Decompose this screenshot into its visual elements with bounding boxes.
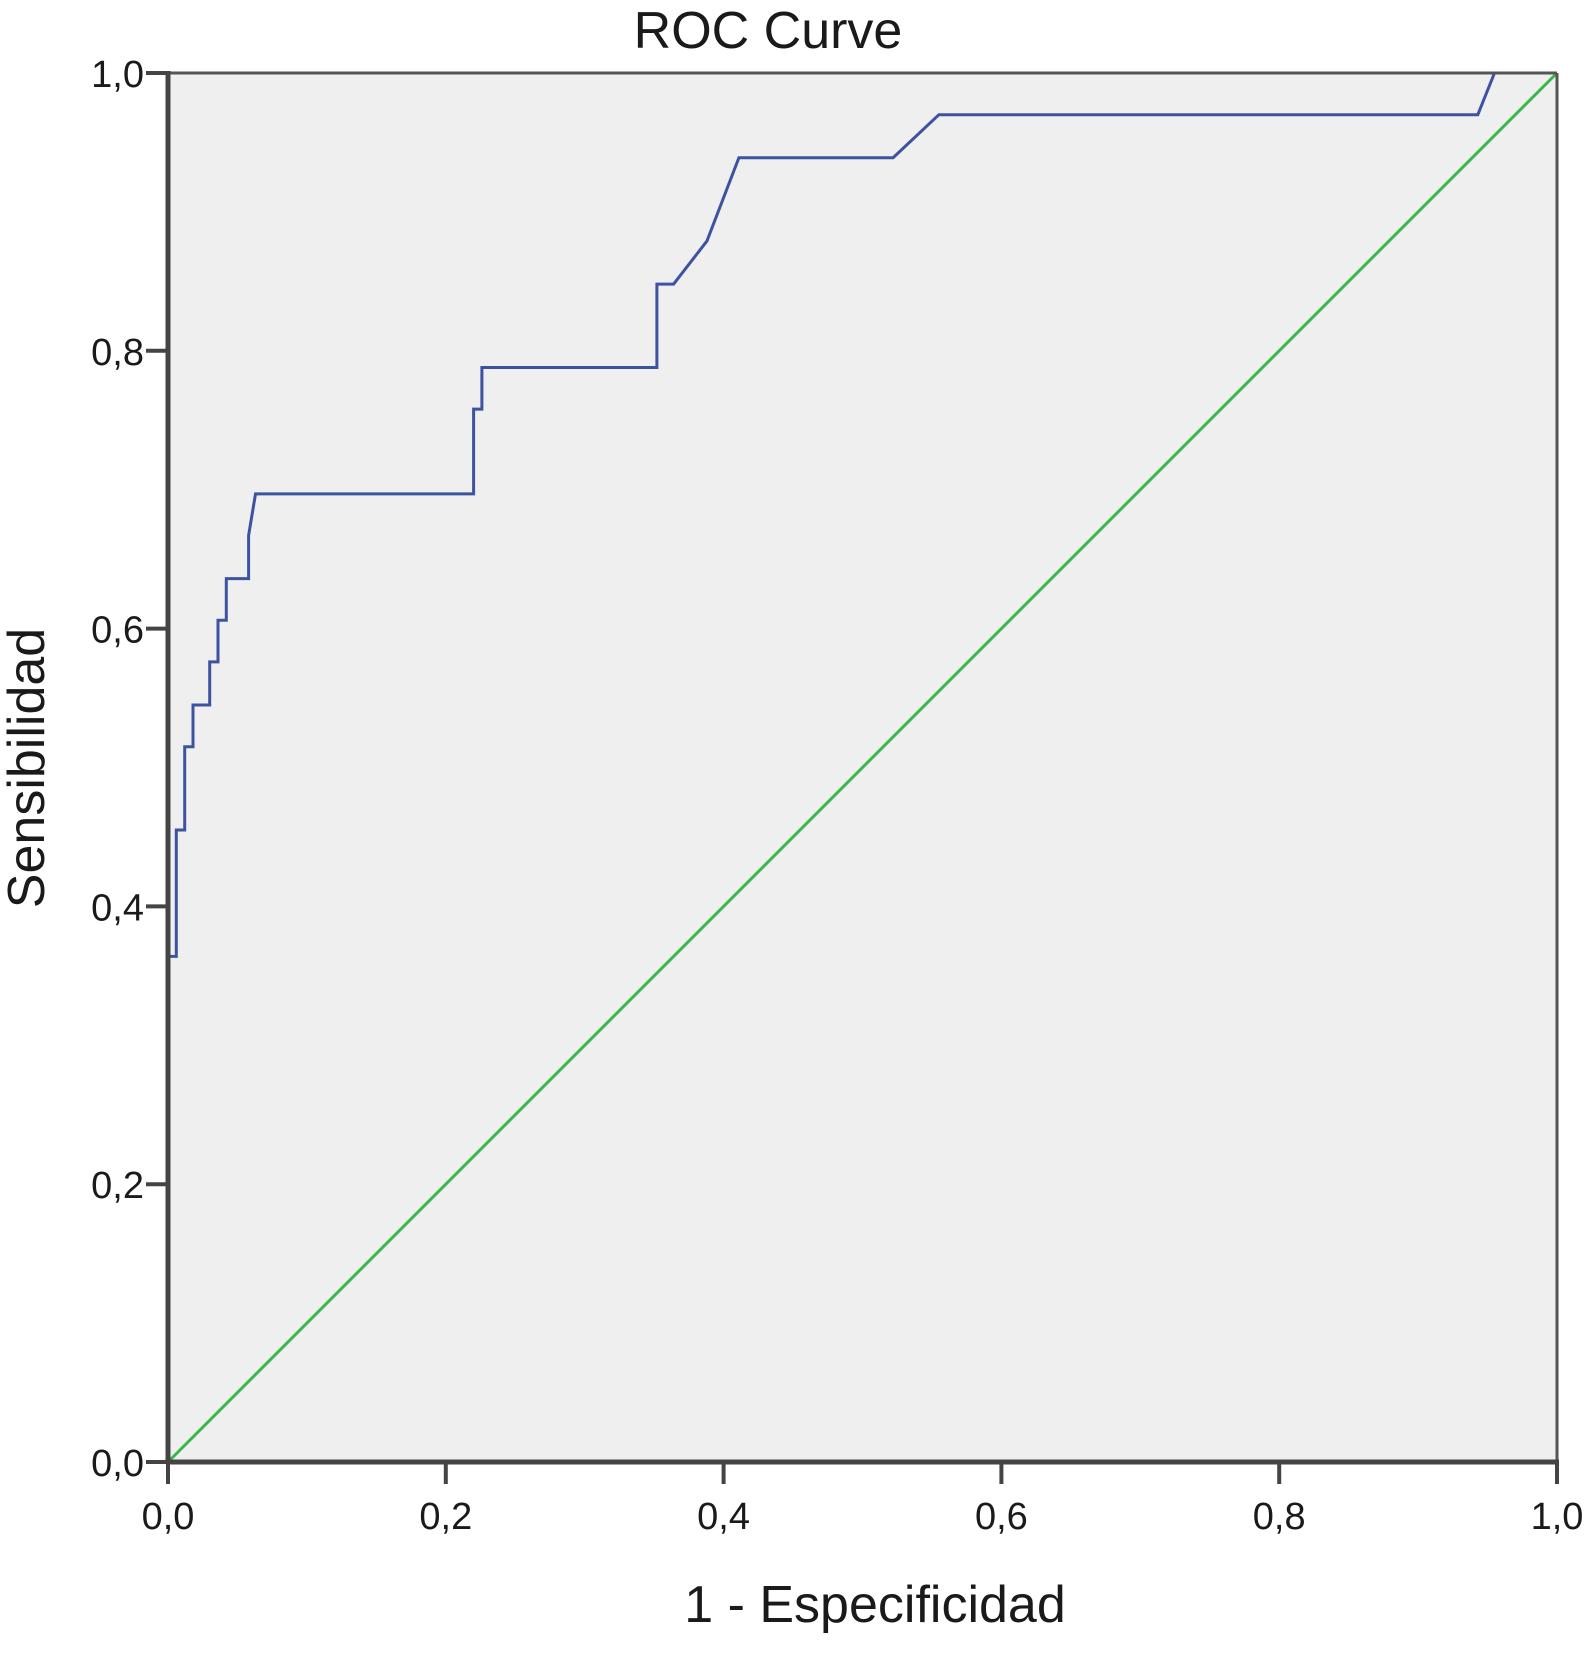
y-tick-label: 0,8 — [91, 332, 144, 374]
x-tick-label: 0,4 — [697, 1496, 750, 1538]
y-tick-label: 0,4 — [91, 887, 144, 929]
series-layer — [166, 71, 1559, 1464]
x-tick-label: 1,0 — [1531, 1496, 1584, 1538]
x-tick-label: 0,6 — [975, 1496, 1028, 1538]
y-tick-label: 1,0 — [91, 54, 144, 96]
roc-curve-line — [166, 71, 1557, 1462]
x-axis-title: 1 - Especificidad — [684, 1576, 1066, 1634]
plot-frame — [165, 71, 1559, 1465]
x-tick-label: 0,0 — [142, 1496, 195, 1538]
x-tick-label: 0,8 — [1253, 1496, 1306, 1538]
y-axis-ticks: 0,0 0,2 0,4 0,6 0,8 1,0 — [91, 54, 168, 1485]
y-tick-label: 0,0 — [91, 1443, 144, 1485]
y-tick-label: 0,6 — [91, 610, 144, 652]
chart-title: ROC Curve — [634, 2, 903, 60]
x-axis-ticks: 0,0 0,2 0,4 0,6 0,8 1,0 — [142, 1462, 1584, 1538]
x-tick-label: 0,2 — [419, 1496, 472, 1538]
y-axis-title: Sensibilidad — [0, 628, 56, 908]
y-tick-label: 0,2 — [91, 1165, 144, 1207]
reference-diagonal-line — [166, 71, 1559, 1464]
